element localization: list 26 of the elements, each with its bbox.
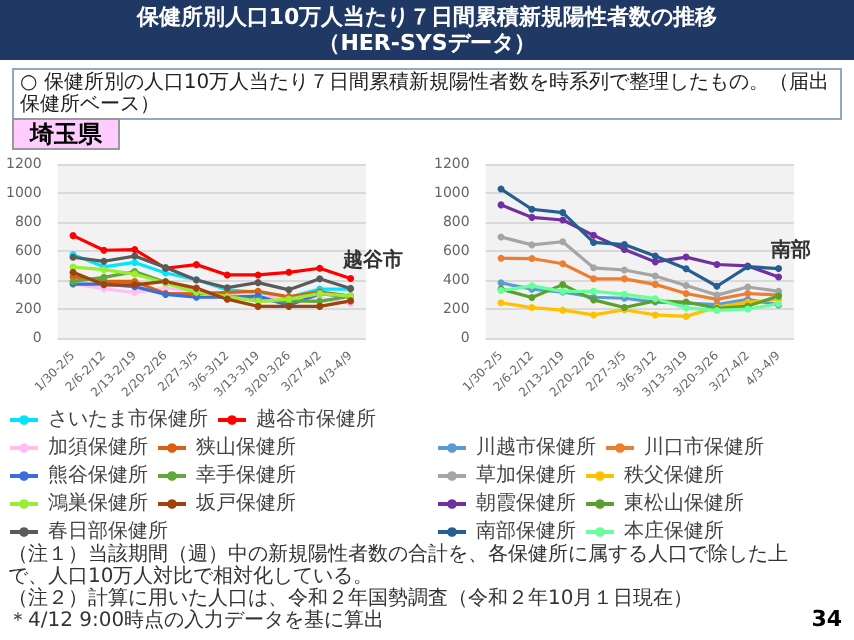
legend-label: 狭山保健所 bbox=[196, 435, 296, 459]
legend-label: 朝霞保健所 bbox=[476, 491, 576, 515]
legend-label: 坂戸保健所 bbox=[194, 491, 296, 515]
legend-label: 加須保健所 bbox=[48, 435, 148, 459]
legend-label: 川越市保健所 bbox=[476, 435, 596, 459]
legend-label: 越谷市保健所 bbox=[256, 407, 376, 431]
text: 34 bbox=[811, 606, 842, 632]
legend-label: 春日部保健所 bbox=[48, 519, 168, 543]
text: （注１）当該期間（週）中の新規陽性者数の合計を、各保健所に属する人口で除した上で、人口10万人対比で相対化している。 bbox=[8, 544, 788, 588]
legend-label: 幸手保健所 bbox=[196, 463, 296, 487]
legend-label: 東松山保健所 bbox=[624, 491, 744, 515]
annotation: 越谷市 bbox=[340, 247, 403, 272]
legend-label: 熊谷保健所 bbox=[48, 463, 148, 487]
text: ＊4/12 9:00時点の入力データを基に算出 bbox=[8, 610, 387, 632]
legend-label: 秩父保健所 bbox=[624, 463, 724, 487]
legend-label: 草加保健所 bbox=[476, 463, 576, 487]
legend-label: 川口市保健所 bbox=[644, 435, 764, 459]
legend-label: 本庄保健所 bbox=[624, 519, 724, 543]
text: （注２）計算に用いた人口は、令和２年国勢調査（令和２年10月１日現在） bbox=[8, 588, 696, 610]
legend-label: 南部保健所 bbox=[476, 519, 576, 543]
text: 保健所別人口10万人当たり７日間累積新規陽性者数の推移（HER-SYSデータ） bbox=[0, 0, 854, 60]
annotation: 南部 bbox=[768, 237, 811, 262]
text: ○ 保健所別の人口10万人当たり７日間累積新規陽性者数を時系列で整理したもの。（届出保健所ベース） bbox=[12, 68, 842, 120]
text: 埼玉県 bbox=[12, 118, 120, 150]
legend-label: 鴻巣保健所 bbox=[48, 491, 148, 515]
legend-label: さいたま市保健所 bbox=[48, 407, 208, 431]
